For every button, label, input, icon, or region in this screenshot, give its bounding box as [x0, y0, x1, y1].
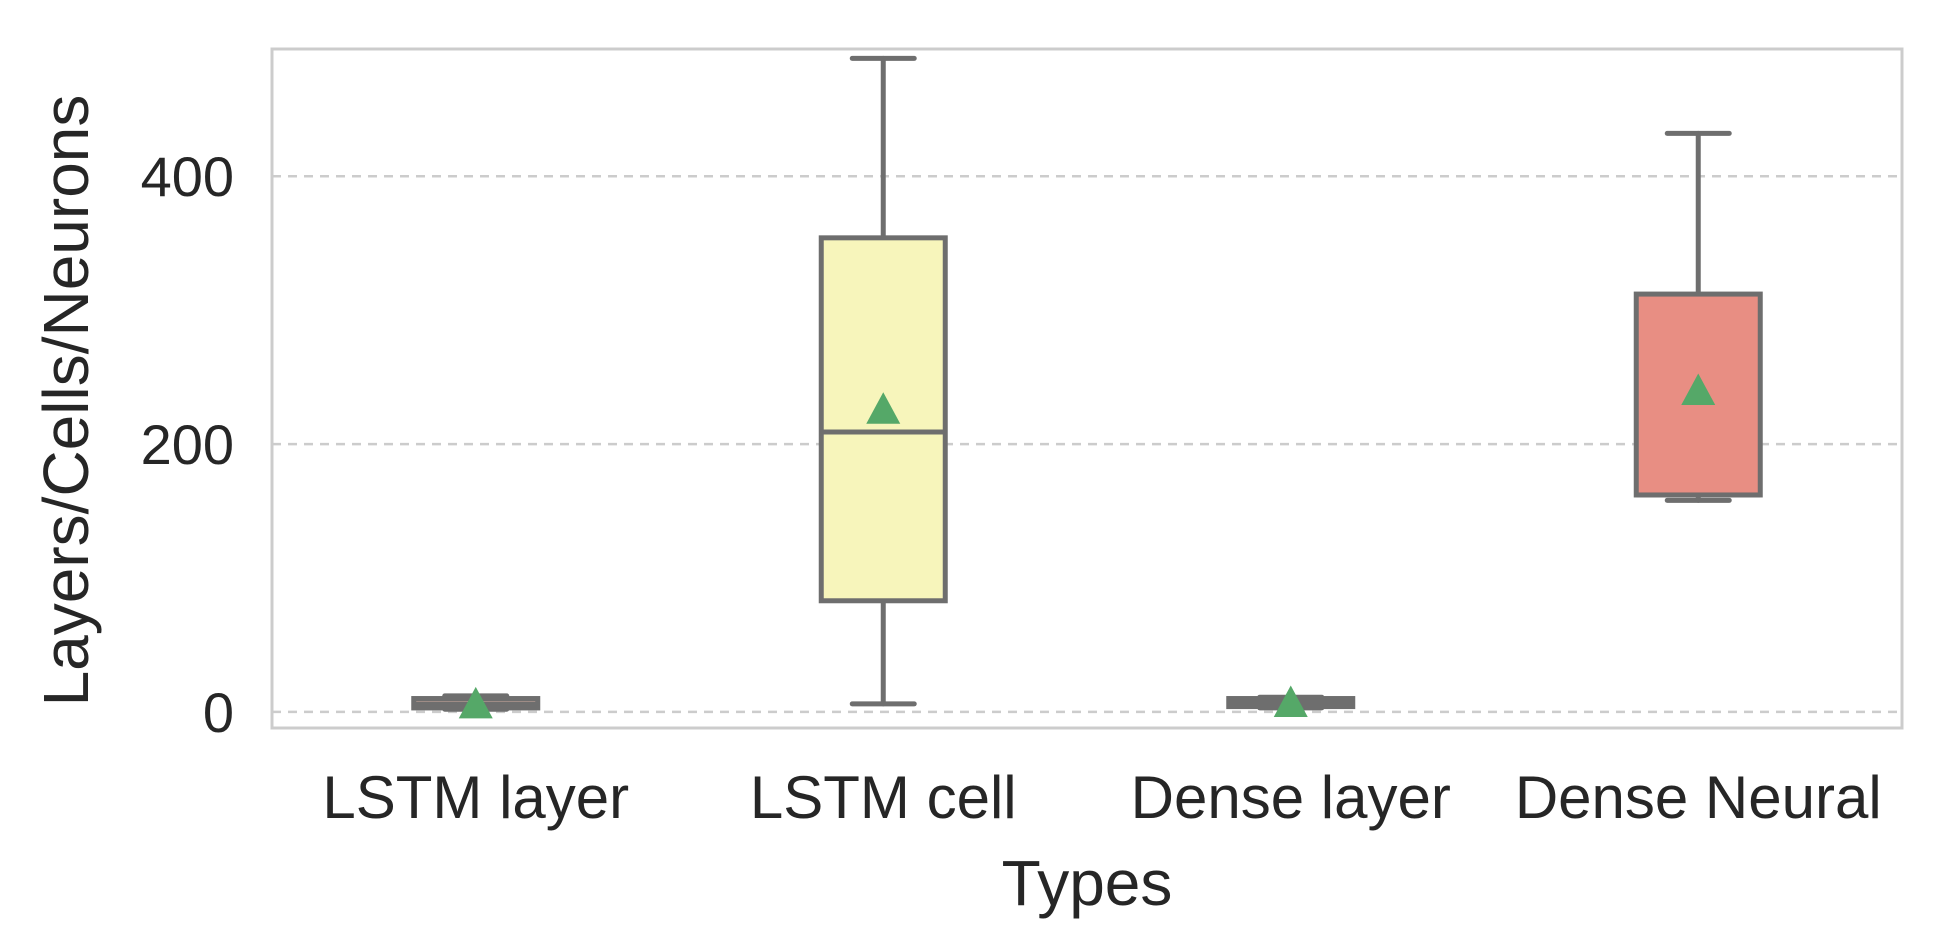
x-tick-label: Dense Neural — [1515, 764, 1882, 831]
plot-frame — [270, 47, 1904, 730]
x-tick-label: LSTM cell — [750, 764, 1017, 831]
boxes — [411, 55, 1763, 712]
x-tick-label: Dense layer — [1131, 764, 1451, 831]
box-lstm-cell — [818, 55, 948, 707]
mean-markers — [458, 373, 1716, 719]
y-tick-label: 200 — [141, 413, 234, 476]
mean-marker — [1273, 685, 1308, 718]
mean-marker — [866, 392, 901, 424]
box-dense-neural — [1633, 130, 1763, 503]
x-tick-label: LSTM layer — [322, 764, 629, 831]
mean-marker — [1681, 373, 1716, 405]
x-axis-title: Types — [1002, 847, 1173, 919]
y-tick-labels: 0 200 400 — [141, 145, 234, 744]
y-tick-label: 0 — [203, 681, 234, 744]
y-axis-title: Layers/Cells/Neurons — [30, 95, 102, 707]
y-tick-label: 400 — [141, 145, 234, 208]
mean-marker — [458, 686, 493, 719]
x-tick-labels: LSTM layer LSTM cell Dense layer Dense Neur… — [322, 764, 1881, 831]
